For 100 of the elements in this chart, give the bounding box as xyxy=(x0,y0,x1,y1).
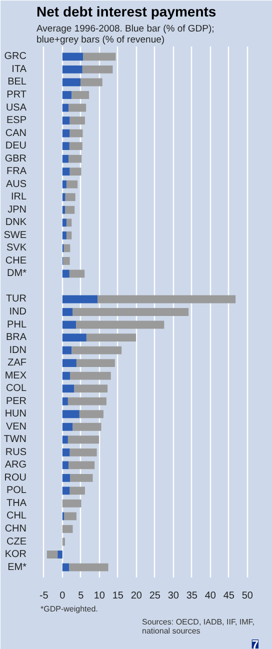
y-tick-label: VEN xyxy=(6,421,26,432)
source-note: Sources: OECD, IADB, IIF, IMF, national sources xyxy=(142,618,254,636)
x-tick-label: 40 xyxy=(204,590,216,602)
bar xyxy=(70,168,82,176)
x-tick-label: -5 xyxy=(39,590,49,602)
bar xyxy=(72,346,122,354)
bar xyxy=(62,397,68,406)
bar xyxy=(62,448,70,456)
bar xyxy=(76,359,115,368)
bar xyxy=(62,334,86,342)
y-tick-label: DNK xyxy=(5,217,27,228)
bar xyxy=(62,270,70,278)
bar xyxy=(62,372,70,380)
bar xyxy=(72,422,102,431)
y-tick-label: FRA xyxy=(6,166,27,178)
bar xyxy=(79,410,104,418)
y-tick-label: HUN xyxy=(4,408,27,420)
bar xyxy=(98,295,236,304)
x-tick-label: 5 xyxy=(78,590,84,602)
y-tick-label: SWE xyxy=(4,230,27,241)
y-tick-label: TWN xyxy=(4,434,27,446)
bar xyxy=(62,538,65,546)
bar xyxy=(62,52,84,61)
y-tick-label: IND xyxy=(9,306,27,318)
y-tick-label: PHL xyxy=(7,319,27,330)
x-tick-label: 45 xyxy=(223,590,235,602)
bar xyxy=(62,422,73,431)
bar xyxy=(66,180,78,188)
y-tick-label: KOR xyxy=(4,549,26,560)
bar xyxy=(62,525,73,533)
bar xyxy=(76,320,164,329)
y-tick-label: GRC xyxy=(4,51,27,62)
x-tick-label: 0 xyxy=(60,590,66,602)
y-tick-label: CHL xyxy=(6,510,27,522)
bar xyxy=(64,512,76,520)
y-tick-label: ESP xyxy=(6,115,27,126)
y-tick-label: JPN xyxy=(8,204,27,216)
bar xyxy=(62,218,66,227)
bar xyxy=(70,129,83,138)
bar xyxy=(64,244,70,252)
bar xyxy=(68,104,86,112)
y-tick-label: ITA xyxy=(12,64,27,75)
y-tick-label: COL xyxy=(6,383,27,394)
y-tick-label: ZAF xyxy=(8,358,27,369)
bar xyxy=(62,461,69,470)
bar xyxy=(62,193,66,202)
bar xyxy=(62,154,69,163)
y-tick-label: ARG xyxy=(4,460,27,471)
bar xyxy=(69,270,85,278)
y-tick-label: IDN xyxy=(9,344,27,356)
bar xyxy=(68,461,95,470)
bar xyxy=(62,91,72,99)
y-tick-label: RUS xyxy=(5,446,27,458)
bar xyxy=(69,142,82,150)
bar xyxy=(62,104,69,112)
y-tick-label: TUR xyxy=(6,294,27,305)
text: *GDP-weighted. xyxy=(40,604,98,614)
text: 7 xyxy=(252,638,259,649)
bar xyxy=(74,384,108,393)
bar xyxy=(62,78,81,86)
y-tick-label: THA xyxy=(6,498,27,509)
bar xyxy=(65,193,76,202)
bar xyxy=(82,66,113,74)
bar xyxy=(62,142,70,150)
x-tick-label: 20 xyxy=(130,590,142,602)
y-tick-label: BRA xyxy=(6,332,27,344)
bar xyxy=(62,231,66,240)
bar xyxy=(70,474,93,482)
y-tick-label: PER xyxy=(6,396,26,407)
bar xyxy=(86,334,136,342)
bar xyxy=(62,346,72,354)
y-tick-label: IRL xyxy=(10,192,27,203)
bar xyxy=(72,91,90,99)
y-tick-label: CHE xyxy=(5,255,27,266)
bar xyxy=(80,78,102,86)
bar xyxy=(68,154,82,163)
y-tick-label: USA xyxy=(6,102,27,114)
bar xyxy=(70,116,85,124)
bar xyxy=(62,66,82,74)
bar xyxy=(64,206,75,214)
y-tick-label: EM* xyxy=(8,562,27,573)
bar xyxy=(62,436,68,444)
y-tick-label: ROU xyxy=(4,472,27,484)
bar xyxy=(62,563,70,572)
y-tick-label: POL xyxy=(6,485,27,496)
y-tick-label: BEL xyxy=(8,76,27,88)
bar xyxy=(66,231,72,240)
bar xyxy=(68,436,100,444)
bar xyxy=(62,474,70,482)
y-tick-label: CZE xyxy=(6,536,27,548)
bar xyxy=(62,359,76,368)
bar xyxy=(62,180,66,188)
bar xyxy=(62,206,65,214)
bar xyxy=(62,168,70,176)
bar xyxy=(62,410,80,418)
y-tick-label: MEX xyxy=(4,370,27,382)
bar xyxy=(70,372,111,380)
chart-subtitle: Average 1996-2008. Blue bar (% of GDP); blue+grey bars (% of revenue) xyxy=(36,24,214,46)
y-tick-label: AUS xyxy=(6,178,27,190)
y-tick-label: PRT xyxy=(6,90,27,101)
